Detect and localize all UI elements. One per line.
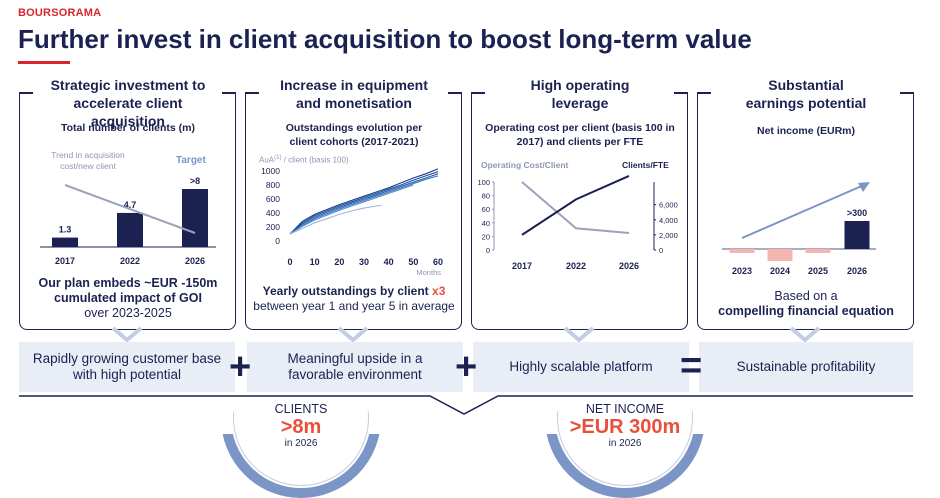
bar-value-label: >300 (847, 208, 867, 218)
bar (729, 249, 755, 253)
y-tick-label: 200 (266, 222, 280, 232)
card2-ylabel: AuA(1) / client (basis 100) (259, 155, 349, 165)
plus-icon: + (455, 346, 478, 388)
right-tick-label: 4,000 (659, 216, 678, 225)
band-customer-base: Rapidly growing customer base with high p… (19, 342, 235, 392)
bar-value-label: 4.7 (124, 200, 137, 210)
card3-subtitle: Operating cost per client (basis 100 in 2… (485, 122, 675, 148)
x-tick-label: 40 (384, 257, 394, 267)
card-equipment (245, 92, 462, 330)
cohort-line (289, 168, 439, 235)
tick-label: 2024 (770, 266, 790, 276)
cohort-line (289, 171, 439, 235)
left-tick-label: 100 (477, 178, 490, 187)
card-client-acquisition (19, 92, 236, 330)
tick-label: 2022 (566, 261, 586, 271)
clients-per-fte-line (521, 175, 630, 236)
right-tick-label: 0 (659, 246, 663, 255)
y-tick-label: 400 (266, 208, 280, 218)
cohort-line (289, 175, 439, 235)
card4-subtitle: Net income (EURm) (756, 125, 855, 137)
bar (805, 249, 831, 253)
y-tick-label: 800 (266, 180, 280, 190)
band-profitability: Sustainable profitability (699, 342, 913, 392)
chevrons (111, 326, 821, 343)
tick-label: 2026 (847, 266, 867, 276)
left-tick-label: 80 (482, 192, 490, 201)
card4-footer: Based on a compelling financial equation (718, 289, 894, 318)
x-tick-label: 0 (287, 257, 292, 267)
tick-label: 2026 (619, 261, 639, 271)
bar (767, 249, 793, 261)
card1-footer: Our plan embeds ~EUR -150m cumulated imp… (38, 276, 218, 320)
card-operating-leverage (471, 92, 688, 330)
kpi-clients: CLIENTS >8m in 2026 (274, 402, 328, 449)
bar (117, 212, 143, 247)
trend-label: Trend in acquisition cost/new client (51, 150, 125, 171)
tick-label: 2017 (55, 256, 75, 266)
left-axis-label: Operating Cost/Client (481, 160, 569, 170)
x-tick-label: 20 (334, 257, 344, 267)
tick-label: 2023 (732, 266, 752, 276)
growth-arrow (741, 184, 865, 239)
x-tick-label: 30 (359, 257, 369, 267)
clients-bar-chart: 1.3 2017 4.7 2022 >8 2026 (40, 176, 216, 266)
operating-cost-chart: 0 20 40 60 80 100 0 2,000 4,000 6,000 2017 2022 2026 (477, 175, 678, 271)
card4-heading: Substantial earnings potential (714, 76, 898, 112)
cost-per-client-line (521, 181, 630, 234)
tick-label: 2022 (120, 256, 140, 266)
x-axis-label: Months (416, 268, 441, 277)
title-underline (18, 61, 70, 64)
card2-footer: Yearly outstandings by client x3 between… (253, 284, 455, 313)
card-earnings (697, 92, 914, 330)
bar-value-label: >8 (190, 176, 200, 186)
card2-heading: Increase in equipment and monetisation (262, 76, 446, 112)
tick-label: 2025 (808, 266, 828, 276)
trend-line (64, 184, 196, 234)
y-tick-label: 600 (266, 194, 280, 204)
equals-icon: = (680, 345, 703, 387)
cohort-line (289, 204, 382, 235)
x-tick-label: 60 (433, 257, 443, 267)
page-title: Further invest in client acquisition to … (18, 24, 752, 54)
card2-subtitle: Outstandings evolution per client cohorts… (285, 122, 423, 148)
x-tick-label: 10 (310, 257, 320, 267)
right-axis-label: Clients/FTE (622, 160, 669, 170)
right-tick-label: 2,000 (659, 231, 678, 240)
band-scalable: Highly scalable platform (473, 342, 689, 392)
card1-subtitle: Total number of clients (m) (61, 122, 195, 134)
left-tick-label: 60 (482, 205, 490, 214)
bottom-bracket (19, 395, 913, 415)
bar (52, 237, 78, 247)
chevron-down-icon (563, 326, 595, 343)
target-label: Target (176, 155, 206, 166)
net-income-chart: 2023 2024 2025 >300 2026 (722, 182, 876, 276)
tick-label: 2026 (185, 256, 205, 266)
bar (182, 189, 208, 247)
kpi-net-income: NET INCOME >EUR 300m in 2026 (569, 402, 681, 449)
bar-value-label: 1.3 (59, 225, 72, 235)
y-tick-label: 0 (275, 236, 280, 246)
tick-label: 2017 (512, 261, 532, 271)
chevron-down-icon (789, 326, 821, 343)
plus-icon: + (229, 346, 252, 388)
y-tick-label: 1000 (261, 166, 280, 176)
chevron-down-icon (111, 326, 143, 343)
chevron-down-icon (337, 326, 369, 343)
cohort-line (289, 173, 439, 235)
x-tick-label: 50 (408, 257, 418, 267)
brand-name: BOURSORAMA (18, 7, 102, 19)
left-tick-label: 40 (482, 219, 490, 228)
bar (844, 221, 870, 249)
right-tick-label: 6,000 (659, 201, 678, 210)
left-tick-label: 20 (482, 232, 490, 241)
arrow-head-icon (858, 182, 870, 192)
card1-heading: Strategic investment to accelerate client… (36, 76, 220, 130)
left-tick-label: 0 (486, 246, 490, 255)
cohort-line (289, 184, 414, 235)
band-upside: Meaningful upside in a favorable environm… (247, 342, 463, 392)
card3-heading: High operating leverage (488, 76, 672, 112)
